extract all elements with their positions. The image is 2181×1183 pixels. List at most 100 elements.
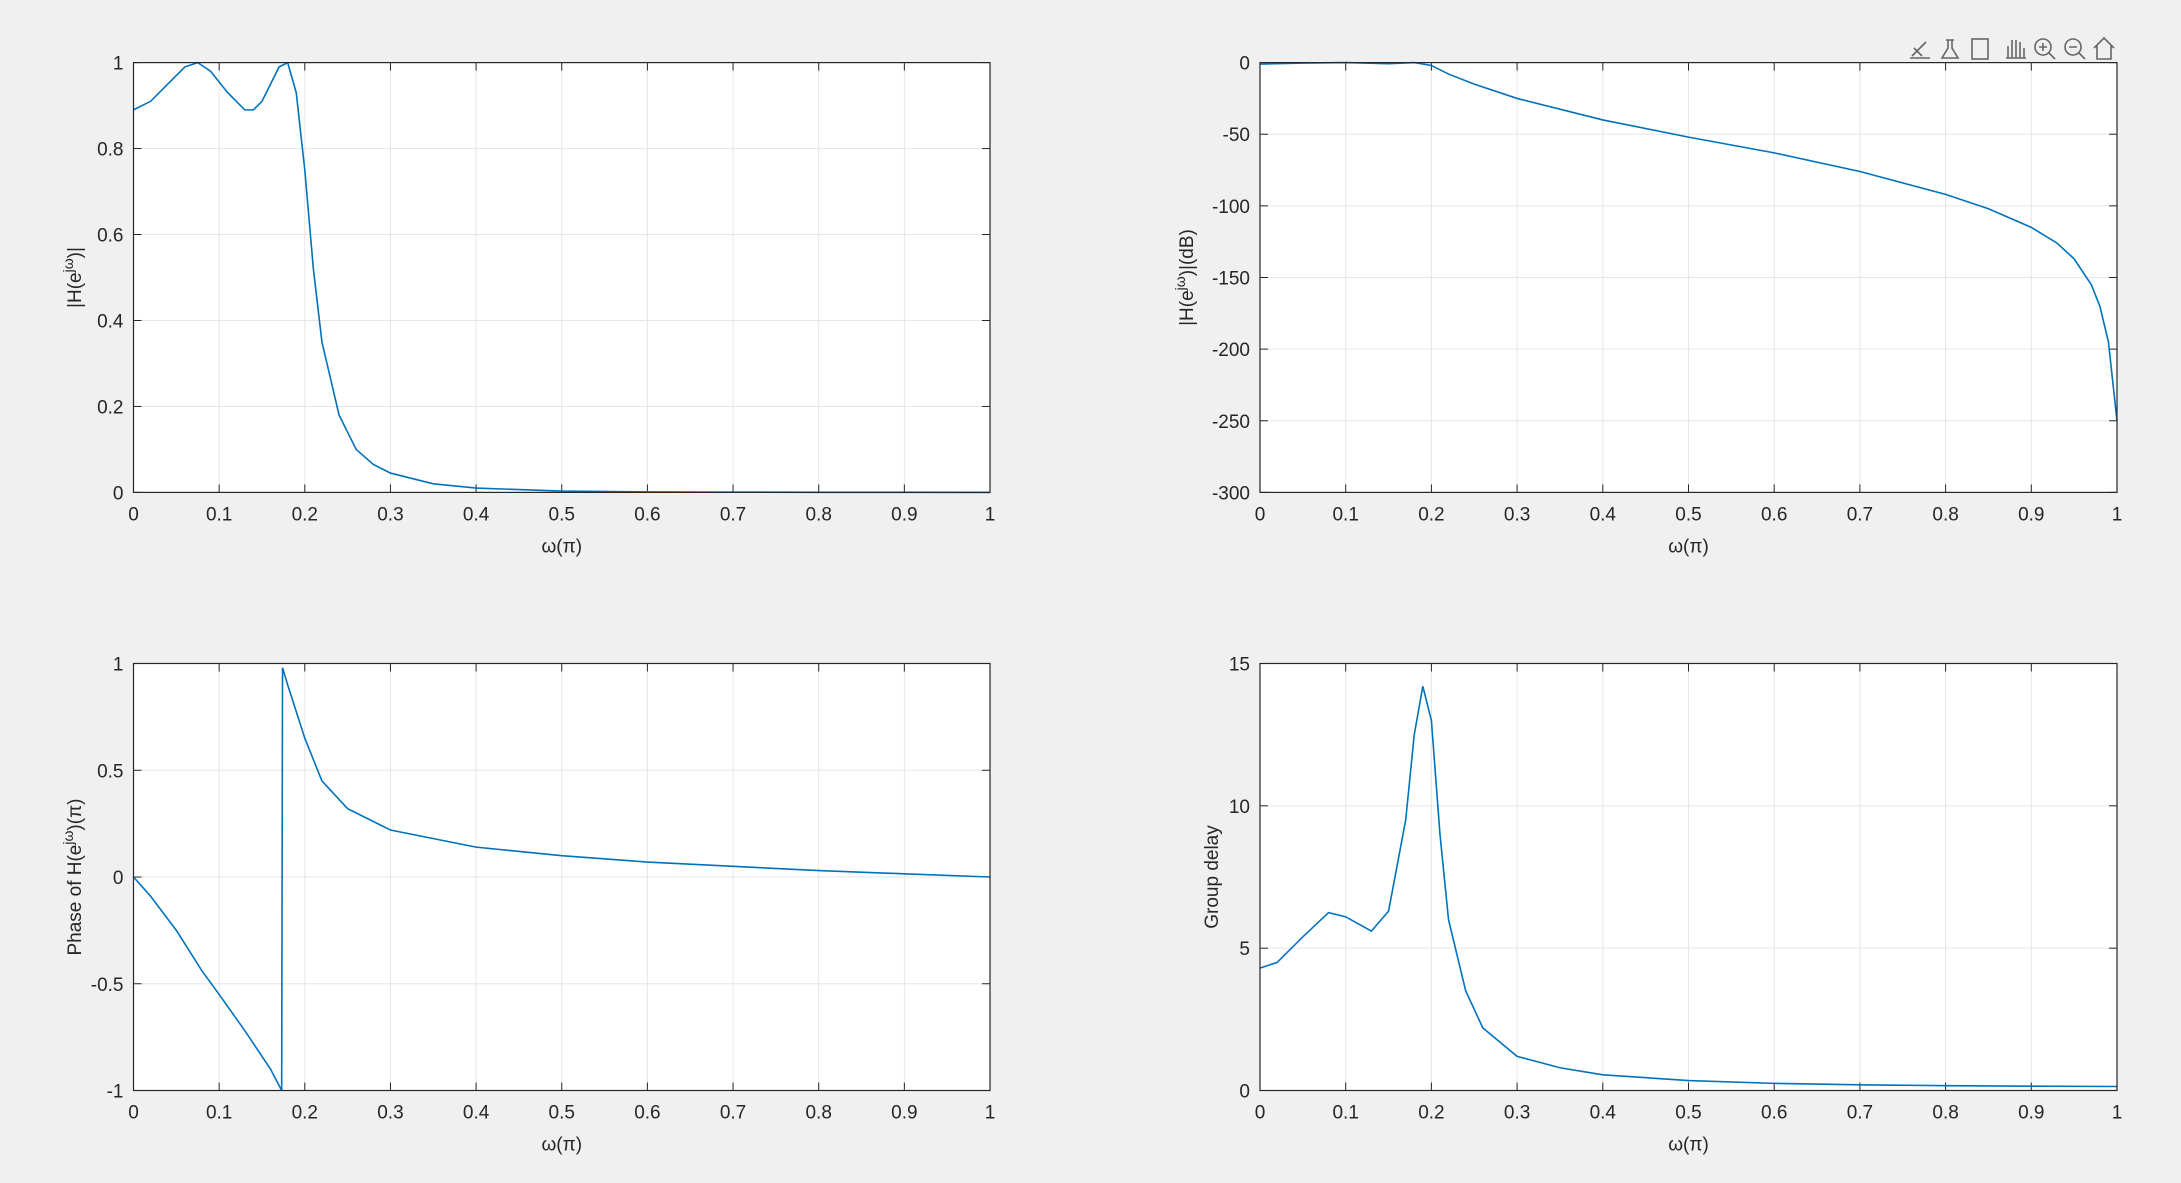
x-tick-label: 0: [1255, 504, 1266, 525]
x-tick-label: 0.5: [1675, 504, 1701, 525]
x-tick-label: 0.8: [1932, 504, 1958, 525]
x-tick-label: 0.2: [1418, 504, 1444, 525]
x-tick-label: 1: [2112, 504, 2123, 525]
x-axis-label: ω(π): [541, 1135, 582, 1156]
x-tick-label: 0.6: [1761, 504, 1787, 525]
x-tick-label: 0.2: [1418, 1103, 1444, 1124]
subplot: 0 0.1 0.2 0.3 0.4 0.5 0.6 0.7 0.8 0.9 1 -300 -250 -20…: [1172, 54, 2122, 558]
x-tick-label: 0.9: [2018, 504, 2044, 525]
y-axis-label-part: )(π): [65, 798, 86, 830]
y-axis-label-part: Phase of H(e: [65, 845, 86, 956]
y-tick-label: -50: [1223, 125, 1250, 146]
y-axis-label-part: jω: [1172, 276, 1188, 291]
x-tick-label: 0: [1255, 1103, 1266, 1124]
y-axis-label: |H(ejω)|: [60, 247, 86, 308]
axes-box: [1259, 61, 2118, 493]
y-axis-label-part: )|: [65, 247, 86, 258]
x-tick-label: 0.1: [206, 504, 232, 525]
x-tick-label: 0: [128, 1103, 139, 1124]
y-tick-label: 0.5: [97, 761, 123, 782]
y-axis-label: Phase of H(ejω)(π): [60, 798, 86, 955]
x-tick-label: 0.6: [634, 504, 660, 525]
x-tick-label: 1: [2112, 1103, 2123, 1124]
data-line: [133, 61, 991, 494]
home-icon[interactable]: [2093, 36, 2115, 60]
x-tick-label: 1: [985, 1103, 996, 1124]
y-tick-label: 1: [113, 655, 124, 676]
x-tick-label: 0.7: [1847, 1103, 1873, 1124]
axes-box: [1259, 662, 2118, 1092]
x-tick-label: 0.1: [1332, 504, 1358, 525]
y-tick-label: 0: [113, 868, 124, 889]
x-tick-label: 0.6: [634, 1103, 660, 1124]
x-tick-label: 0.9: [891, 504, 917, 525]
y-tick-label: 0.4: [97, 311, 124, 332]
y-tick-label: -100: [1212, 197, 1250, 218]
x-tick-label: 0: [128, 504, 139, 525]
zoom-in-icon[interactable]: [2034, 38, 2056, 60]
x-tick-label: 0.8: [1932, 1103, 1958, 1124]
y-tick-label: 0.6: [97, 226, 123, 247]
y-tick-label: 15: [1229, 655, 1250, 676]
data-line: [132, 667, 991, 1091]
y-axis-label-part: |H(e: [1177, 290, 1198, 326]
datatip-icon[interactable]: [1940, 39, 1960, 59]
y-tick-label: 0: [113, 483, 124, 504]
x-tick-label: 0.5: [549, 1103, 575, 1124]
x-tick-label: 0.3: [1504, 1103, 1530, 1124]
x-tick-label: 0.4: [1590, 504, 1617, 525]
x-tick-label: 0.2: [292, 1103, 318, 1124]
x-axis-label: ω(π): [541, 536, 582, 557]
y-tick-label: 0: [1239, 54, 1250, 75]
subplot: 0 0.1 0.2 0.3 0.4 0.5 0.6 0.7 0.8 0.9 1051015ω(π)G…: [1202, 655, 2122, 1156]
x-axis-label: ω(π): [1668, 1135, 1709, 1156]
y-tick-label: -1: [107, 1082, 124, 1103]
x-tick-label: 0.5: [1675, 1103, 1701, 1124]
x-tick-label: 0.8: [805, 504, 831, 525]
axes-toolbar[interactable]: [1910, 36, 2115, 60]
data-line: [1259, 686, 2118, 1088]
brush-icon[interactable]: [1910, 41, 1930, 59]
y-axis-label-part: |H(e: [65, 272, 86, 308]
x-tick-label: 0.2: [292, 504, 318, 525]
y-tick-label: 10: [1229, 797, 1250, 818]
x-tick-label: 0.4: [1590, 1103, 1617, 1124]
x-tick-label: 0.9: [2018, 1103, 2044, 1124]
legend-icon[interactable]: [1971, 38, 1989, 60]
y-axis-label: Group delay: [1202, 825, 1223, 929]
y-tick-label: 1: [113, 54, 124, 75]
y-tick-label: 0: [1239, 1082, 1250, 1103]
subplot: 0 0.1 0.2 0.3 0.4 0.5 0.6 0.7 0.8 0.9 1 -1 -0.5 0 0.5 1…: [60, 655, 995, 1156]
y-axis-label-part: jω: [60, 831, 76, 846]
x-tick-label: 0.3: [377, 1103, 403, 1124]
y-tick-label: 0.2: [97, 397, 123, 418]
x-tick-label: 0.6: [1761, 1103, 1787, 1124]
y-tick-label: 5: [1239, 939, 1250, 960]
x-tick-label: 0.5: [549, 504, 575, 525]
y-axis-label-part: jω: [60, 258, 76, 273]
y-tick-label: 0.8: [97, 140, 123, 161]
x-tick-label: 0.9: [891, 1103, 917, 1124]
x-tick-label: 0.7: [1847, 504, 1873, 525]
x-tick-label: 0.7: [720, 1103, 746, 1124]
x-tick-label: 0.4: [463, 504, 490, 525]
x-tick-label: 0.7: [720, 504, 746, 525]
zoom-out-icon[interactable]: [2064, 38, 2086, 60]
axes-box: [132, 662, 991, 1092]
y-tick-label: -200: [1212, 340, 1250, 361]
y-tick-label: -150: [1212, 269, 1250, 290]
y-tick-label: -0.5: [91, 975, 124, 996]
x-axis-label: ω(π): [1668, 536, 1709, 557]
y-axis-label-part: Group delay: [1202, 825, 1223, 929]
y-tick-label: -250: [1212, 412, 1250, 433]
y-tick-label: -300: [1212, 483, 1250, 504]
x-tick-label: 1: [985, 504, 996, 525]
subplot: 0 0.1 0.2 0.3 0.4 0.5 0.6 0.7 0.8 0.9 1 0 0.2 0.4 0.6 0…: [60, 54, 995, 558]
x-tick-label: 0.1: [1332, 1103, 1358, 1124]
x-tick-label: 0.3: [377, 504, 403, 525]
x-tick-label: 0.4: [463, 1103, 490, 1124]
x-tick-label: 0.3: [1504, 504, 1530, 525]
y-axis-label: |H(ejω)|(dB): [1172, 229, 1198, 326]
pan-icon[interactable]: [2006, 40, 2026, 59]
